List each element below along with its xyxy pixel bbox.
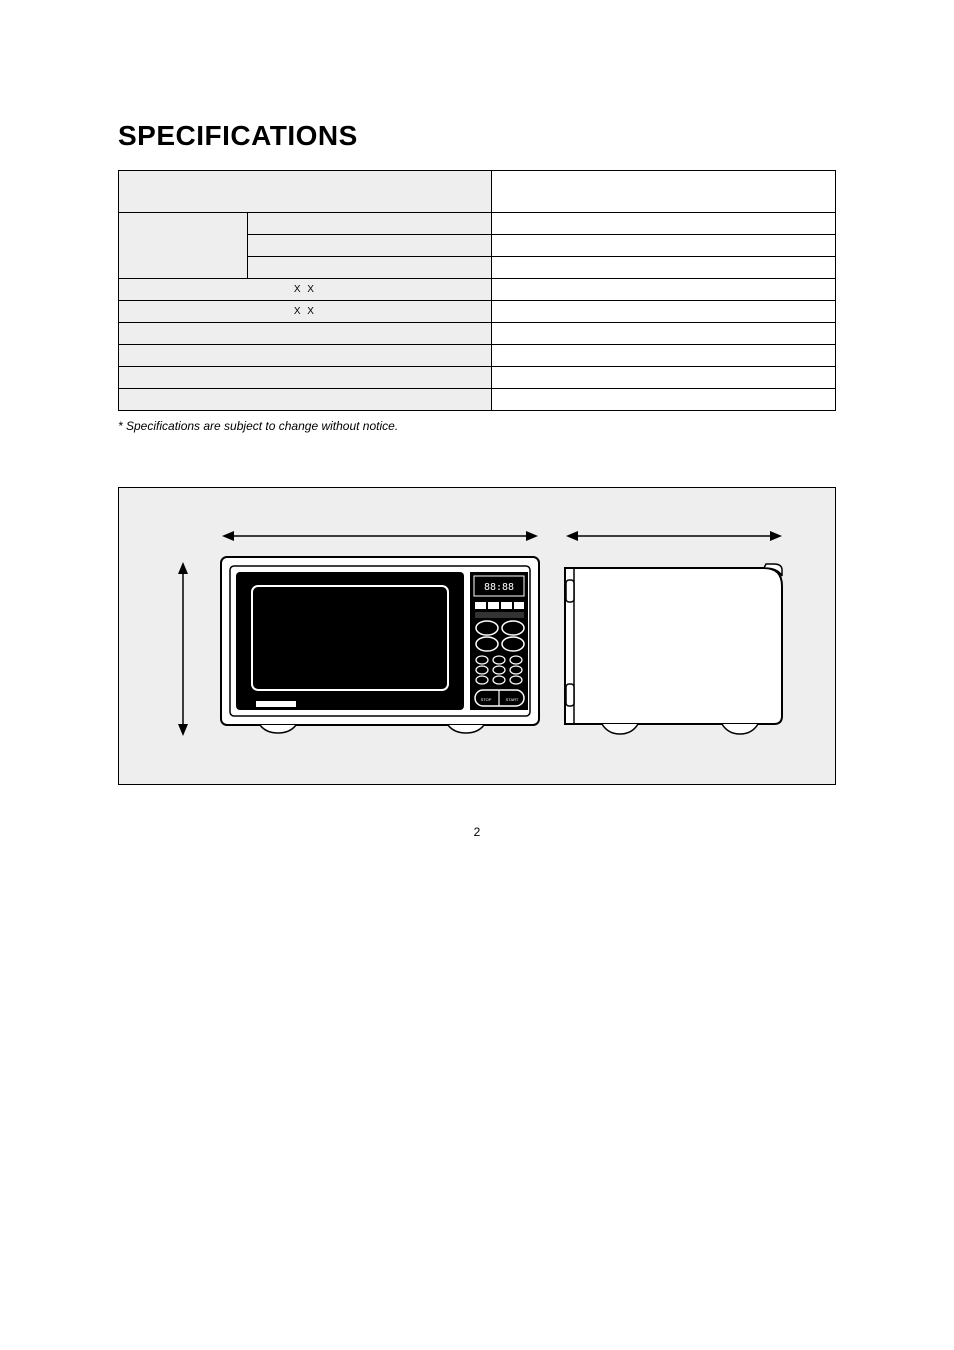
row-value — [491, 235, 835, 257]
row-sub — [248, 257, 492, 279]
height-arrow-icon — [170, 526, 196, 736]
page: SPECIFICATIONS — [0, 0, 954, 899]
row-group-label — [119, 213, 248, 279]
table-row: X X — [119, 301, 836, 323]
row-value — [491, 301, 835, 323]
row-value — [491, 171, 835, 213]
row-value — [491, 367, 835, 389]
footnote-text: * Specifications are subject to change w… — [118, 419, 836, 433]
specs-table: X X X X — [118, 170, 836, 411]
svg-text:88:88: 88:88 — [484, 582, 514, 593]
row-value — [491, 323, 835, 345]
row-dim-label: X X — [119, 301, 492, 323]
diagram-frame: 88:88 — [118, 487, 836, 785]
table-row — [119, 171, 836, 213]
svg-text:START: START — [506, 697, 519, 702]
front-view-column: 88:88 — [220, 516, 540, 736]
row-sub — [248, 213, 492, 235]
depth-arrow-icon — [564, 516, 784, 556]
svg-text:STOP: STOP — [481, 697, 492, 702]
width-arrow-icon — [220, 516, 540, 556]
page-title: SPECIFICATIONS — [118, 120, 836, 152]
dim-mark: X X — [294, 306, 316, 317]
row-value — [491, 345, 835, 367]
page-number: 2 — [118, 825, 836, 839]
row-sub — [248, 235, 492, 257]
row-label — [119, 323, 492, 345]
diagram-row: 88:88 — [143, 516, 811, 736]
table-row — [119, 345, 836, 367]
table-row — [119, 213, 836, 235]
row-label — [119, 367, 492, 389]
table-row — [119, 323, 836, 345]
row-label — [119, 345, 492, 367]
row-label — [119, 171, 492, 213]
microwave-front-icon: 88:88 — [220, 556, 540, 736]
side-view-column — [564, 516, 784, 736]
row-dim-label: X X — [119, 279, 492, 301]
row-label — [119, 389, 492, 411]
dim-mark: X X — [294, 284, 316, 295]
row-value — [491, 213, 835, 235]
microwave-side-icon — [564, 556, 784, 736]
table-row — [119, 367, 836, 389]
row-value — [491, 389, 835, 411]
table-row: X X — [119, 279, 836, 301]
table-row — [119, 389, 836, 411]
row-value — [491, 279, 835, 301]
row-value — [491, 257, 835, 279]
